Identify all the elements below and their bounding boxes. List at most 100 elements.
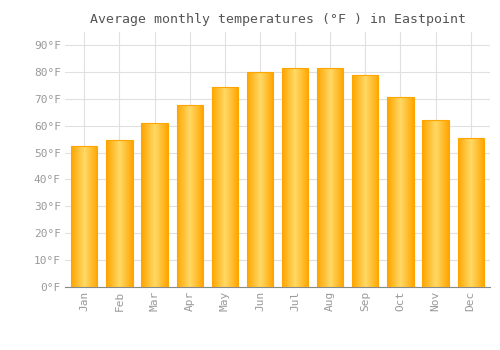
Bar (440, 120, 441, 287)
Bar (390, 97, 391, 287)
Bar (465, 138, 466, 287)
Bar (87, 146, 88, 287)
Bar (222, 87, 223, 287)
Bar (198, 105, 199, 287)
Bar (470, 138, 472, 287)
Bar (218, 87, 219, 287)
Bar (459, 138, 460, 287)
Bar (442, 120, 443, 287)
Bar (317, 68, 318, 287)
Bar (479, 138, 480, 287)
Bar (401, 97, 402, 287)
Bar (424, 120, 425, 287)
Bar (268, 72, 269, 287)
Bar (92, 146, 93, 287)
Bar (320, 68, 321, 287)
Bar (388, 97, 389, 287)
Bar (377, 75, 378, 287)
Bar (250, 72, 252, 287)
Bar (472, 138, 474, 287)
Bar (293, 68, 294, 287)
Bar (291, 68, 292, 287)
Bar (400, 97, 401, 287)
Bar (396, 97, 397, 287)
Bar (317, 68, 344, 287)
Bar (439, 120, 440, 287)
Bar (111, 140, 112, 287)
Bar (182, 105, 183, 287)
Bar (221, 87, 222, 287)
Bar (163, 123, 164, 287)
Bar (376, 75, 377, 287)
Bar (157, 123, 158, 287)
Bar (213, 87, 214, 287)
Bar (154, 123, 155, 287)
Bar (114, 140, 115, 287)
Bar (194, 105, 195, 287)
Bar (196, 105, 197, 287)
Bar (112, 140, 113, 287)
Bar (164, 123, 165, 287)
Bar (71, 146, 72, 287)
Bar (331, 68, 332, 287)
Bar (232, 87, 234, 287)
Bar (413, 97, 414, 287)
Bar (219, 87, 220, 287)
Bar (371, 75, 372, 287)
Bar (437, 120, 438, 287)
Bar (353, 75, 354, 287)
Bar (389, 97, 390, 287)
Bar (228, 87, 229, 287)
Bar (372, 75, 373, 287)
Bar (305, 68, 306, 287)
Bar (299, 68, 300, 287)
Bar (176, 105, 203, 287)
Bar (130, 140, 132, 287)
Bar (180, 105, 181, 287)
Bar (478, 138, 479, 287)
Bar (187, 105, 188, 287)
Bar (432, 120, 433, 287)
Bar (156, 123, 157, 287)
Bar (265, 72, 266, 287)
Bar (94, 146, 95, 287)
Bar (118, 140, 119, 287)
Bar (79, 146, 80, 287)
Bar (282, 68, 308, 287)
Bar (301, 68, 302, 287)
Bar (318, 68, 319, 287)
Bar (82, 146, 83, 287)
Bar (184, 105, 185, 287)
Bar (328, 68, 329, 287)
Bar (224, 87, 225, 287)
Bar (322, 68, 323, 287)
Bar (282, 68, 283, 287)
Bar (358, 75, 360, 287)
Bar (323, 68, 324, 287)
Bar (290, 68, 291, 287)
Bar (443, 120, 444, 287)
Bar (287, 68, 288, 287)
Bar (192, 105, 193, 287)
Bar (91, 146, 92, 287)
Bar (188, 105, 189, 287)
Bar (370, 75, 371, 287)
Bar (307, 68, 308, 287)
Bar (126, 140, 128, 287)
Bar (89, 146, 90, 287)
Bar (90, 146, 91, 287)
Bar (260, 72, 262, 287)
Bar (289, 68, 290, 287)
Bar (216, 87, 217, 287)
Bar (404, 97, 405, 287)
Bar (340, 68, 342, 287)
Bar (297, 68, 298, 287)
Bar (352, 75, 353, 287)
Bar (78, 146, 79, 287)
Bar (166, 123, 167, 287)
Bar (181, 105, 182, 287)
Bar (392, 97, 393, 287)
Bar (97, 146, 98, 287)
Bar (146, 123, 148, 287)
Bar (160, 123, 161, 287)
